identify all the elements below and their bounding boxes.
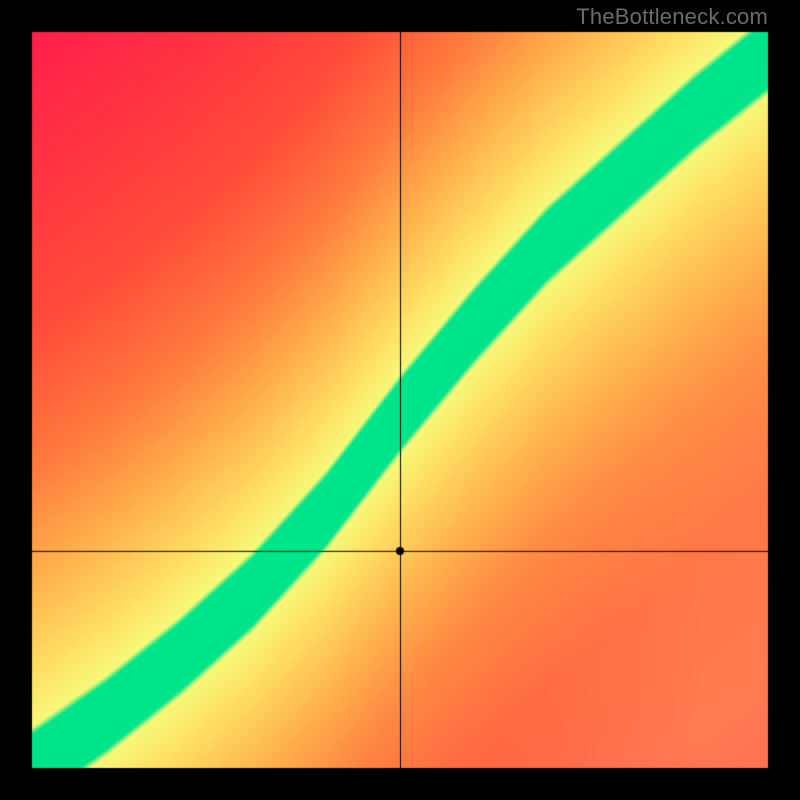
bottleneck-heatmap [0,0,800,800]
watermark-text: TheBottleneck.com [576,4,768,30]
chart-container: TheBottleneck.com [0,0,800,800]
